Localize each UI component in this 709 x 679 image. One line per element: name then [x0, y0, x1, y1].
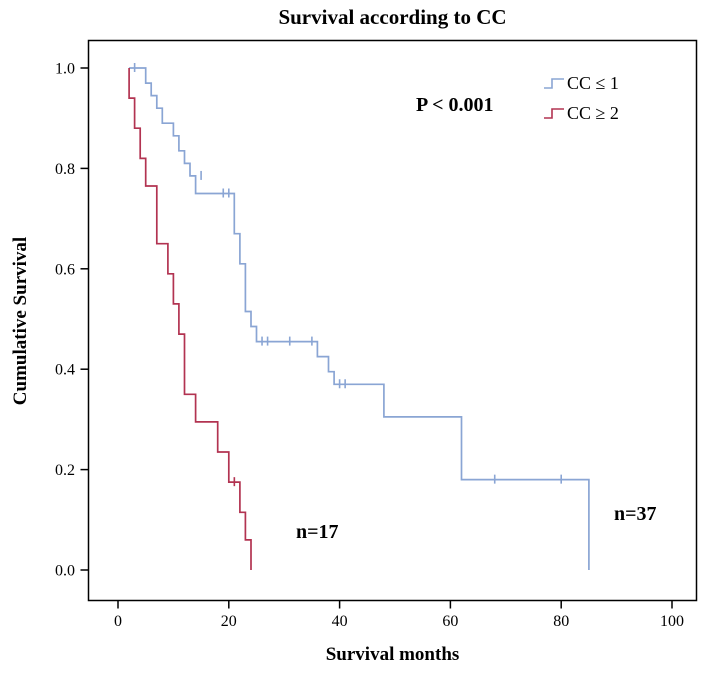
y-axis-tick-label: 0.0	[55, 563, 75, 580]
legend-item-cc-ge-2: CC ≥ 2	[543, 98, 619, 128]
x-axis-tick-label: 80	[553, 613, 569, 630]
x-axis-tick-label: 100	[660, 613, 684, 630]
y-axis-tick-label: 0.8	[55, 161, 75, 178]
x-axis-tick-label: 0	[114, 613, 122, 630]
y-axis-tick-label: 1.0	[55, 61, 75, 78]
legend-label-cc-ge-2: CC ≥ 2	[567, 102, 619, 123]
legend-step-line-blue-icon	[544, 78, 564, 89]
x-axis-tick-label: 60	[442, 613, 458, 630]
n-annotation-blue-group: n=37	[614, 503, 657, 525]
x-axis-label: Survival months	[325, 644, 460, 665]
y-axis-tick-label: 0.2	[55, 462, 75, 479]
p-value-annotation: P < 0.001	[416, 94, 494, 116]
legend-item-cc-le-1: CC ≤ 1	[543, 68, 619, 98]
x-axis-tick-label: 40	[332, 613, 348, 630]
chart-title: Survival according to CC	[278, 5, 507, 29]
survival-curve-17	[128, 68, 252, 570]
x-axis-tick-label: 20	[221, 613, 237, 630]
n-annotation-red-group: n=17	[296, 521, 339, 543]
y-axis-tick-label: 0.6	[55, 261, 75, 278]
y-axis-tick-label: 0.4	[55, 362, 75, 379]
legend-step-line-red-icon	[544, 108, 564, 119]
plot-frame	[87, 39, 698, 602]
legend: CC ≤ 1 CC ≥ 2	[543, 68, 619, 128]
legend-step-line-red-icon	[544, 108, 564, 119]
legend-label-cc-le-1: CC ≤ 1	[567, 72, 619, 93]
survival-curve-37	[129, 67, 590, 570]
legend-step-line-blue-icon	[544, 78, 564, 89]
